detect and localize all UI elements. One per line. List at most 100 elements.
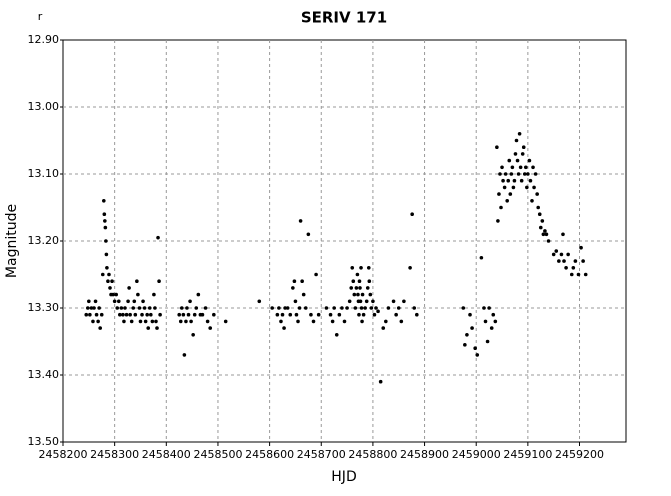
data-point xyxy=(360,319,364,324)
data-point xyxy=(138,319,143,324)
x-tick-label: 2459100 xyxy=(503,448,552,461)
data-point xyxy=(371,299,375,304)
data-point xyxy=(500,165,504,170)
data-point xyxy=(131,306,136,310)
data-point xyxy=(301,292,306,297)
data-point xyxy=(391,299,396,304)
data-point xyxy=(495,145,499,149)
data-point xyxy=(285,306,290,310)
x-tick-label: 2458300 xyxy=(90,448,139,461)
y-tick-label: 12.90 xyxy=(28,33,60,46)
data-point xyxy=(146,326,151,330)
data-point xyxy=(410,212,414,216)
data-point xyxy=(99,312,104,317)
data-point xyxy=(158,312,162,317)
data-point xyxy=(532,185,536,190)
data-point xyxy=(152,292,156,297)
data-point xyxy=(543,229,547,233)
corner-label: r xyxy=(38,10,43,23)
data-point xyxy=(350,266,355,270)
data-point xyxy=(154,319,158,324)
data-point xyxy=(186,312,191,317)
data-point xyxy=(121,312,125,317)
data-point xyxy=(508,192,513,196)
data-point xyxy=(291,286,295,290)
data-point xyxy=(108,286,112,290)
data-point xyxy=(294,312,299,317)
data-point xyxy=(179,306,184,310)
data-point xyxy=(503,172,508,176)
data-point xyxy=(384,319,388,324)
data-point xyxy=(569,272,574,277)
data-point xyxy=(461,306,466,310)
data-point xyxy=(537,212,542,216)
y-axis-label: Magnitude xyxy=(4,204,20,278)
data-point xyxy=(282,326,286,330)
data-point xyxy=(353,306,358,310)
data-point xyxy=(351,279,356,284)
data-point xyxy=(191,333,195,337)
data-point xyxy=(123,306,127,310)
data-point xyxy=(497,192,501,196)
data-point xyxy=(517,132,522,136)
data-point xyxy=(394,312,398,317)
data-point xyxy=(118,312,122,317)
data-point xyxy=(140,312,144,317)
data-point xyxy=(512,178,517,183)
data-point xyxy=(296,319,300,324)
data-point xyxy=(408,266,412,270)
data-point xyxy=(298,219,303,223)
data-point xyxy=(279,319,283,324)
data-point xyxy=(402,299,406,304)
data-point xyxy=(119,306,124,310)
data-point xyxy=(182,353,187,357)
data-point xyxy=(91,319,95,324)
data-point xyxy=(485,339,490,344)
data-point xyxy=(541,232,546,237)
data-point xyxy=(94,312,99,317)
data-point xyxy=(526,172,530,176)
y-tick-label: 13.00 xyxy=(28,100,60,113)
data-point xyxy=(103,219,107,223)
y-tick-label: 13.10 xyxy=(28,167,60,180)
chart-title: SERIV 171 xyxy=(301,9,387,27)
data-point xyxy=(153,306,157,310)
data-point xyxy=(157,279,161,284)
data-point xyxy=(297,306,302,310)
data-point xyxy=(293,299,298,304)
data-point xyxy=(365,286,370,290)
data-point xyxy=(493,319,498,324)
x-tick-label: 2459200 xyxy=(555,448,604,461)
data-point xyxy=(496,219,500,223)
data-point xyxy=(104,239,108,243)
data-point xyxy=(177,312,182,317)
data-point xyxy=(149,312,153,317)
data-point xyxy=(128,312,132,317)
data-point xyxy=(573,259,578,263)
x-tick-label: 2458400 xyxy=(142,448,191,461)
data-point xyxy=(309,312,313,317)
data-point xyxy=(114,292,119,297)
data-point xyxy=(89,306,94,310)
data-point xyxy=(334,333,339,337)
data-point xyxy=(106,279,110,284)
data-point xyxy=(270,306,274,310)
data-point xyxy=(359,306,364,310)
data-point xyxy=(361,312,366,317)
data-point xyxy=(142,306,147,310)
data-point xyxy=(502,185,507,190)
data-point xyxy=(143,319,148,324)
x-tick-label: 2458800 xyxy=(348,448,397,461)
data-point xyxy=(557,259,561,263)
data-point xyxy=(110,279,114,284)
data-point xyxy=(178,319,183,324)
data-point xyxy=(544,232,549,237)
data-point xyxy=(105,266,109,270)
data-point xyxy=(369,306,374,310)
data-point xyxy=(366,266,371,270)
data-point xyxy=(518,165,523,170)
data-point xyxy=(212,312,216,317)
data-point xyxy=(345,306,349,310)
data-point xyxy=(487,306,491,310)
